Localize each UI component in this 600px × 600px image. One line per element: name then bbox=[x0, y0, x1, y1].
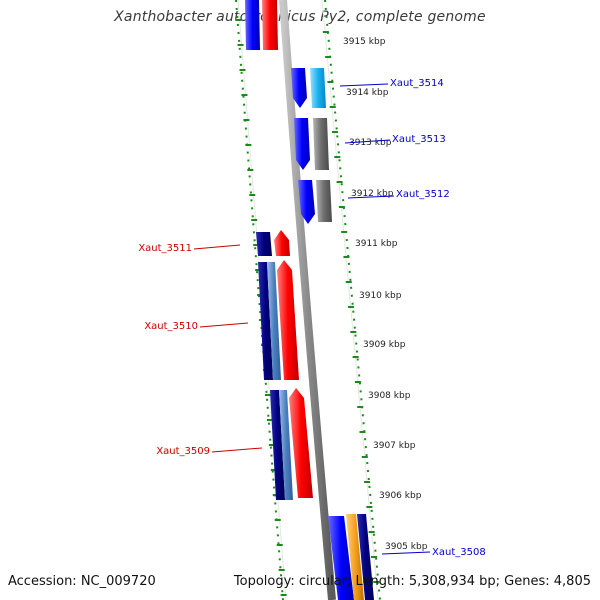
gene-arrow-xaut3513-blue bbox=[294, 118, 310, 170]
kbp-tick-label: 3910 kbp bbox=[359, 291, 402, 301]
kbp-tick-label: 3911 kbp bbox=[355, 239, 398, 249]
kbp-tick-label: 3912 kbp bbox=[351, 189, 394, 199]
outer-lane-right bbox=[321, 0, 379, 600]
gene-arrow-xaut3510-steel bbox=[267, 262, 281, 380]
gene-arrow-xaut3509-red bbox=[289, 388, 313, 498]
gene-leader-line bbox=[199, 322, 249, 328]
gene-arrow-xaut3512-gray bbox=[316, 180, 332, 222]
kbp-tick-label: 3905 kbp bbox=[385, 542, 428, 552]
gene-cluster-top bbox=[245, 0, 278, 50]
gene-leader-line bbox=[381, 551, 431, 555]
kbp-tick-label: 3913 kbp bbox=[349, 138, 392, 148]
gene-label[interactable]: Xaut_3508 bbox=[432, 547, 486, 558]
gene-leader-line bbox=[193, 244, 241, 250]
genome-backbone bbox=[279, 0, 336, 600]
gene-label[interactable]: Xaut_3512 bbox=[396, 189, 450, 200]
gene-arrow-xaut3514-blue bbox=[291, 68, 307, 108]
gene-arrow-xaut3508-blue bbox=[328, 516, 354, 600]
gene-arrow-xaut3508-navy bbox=[357, 514, 374, 600]
gene-arrow-xaut3509-steel bbox=[279, 390, 293, 500]
gene-label[interactable]: Xaut_3509 bbox=[156, 446, 210, 457]
kbp-tick-labels: 3915 kbp 3914 kbp 3913 kbp 3912 kbp 3911 kbp… bbox=[343, 37, 428, 552]
gene-label[interactable]: Xaut_3513 bbox=[392, 134, 446, 145]
gene-leader-line bbox=[211, 447, 263, 453]
kbp-tick-label: 3909 kbp bbox=[363, 340, 406, 350]
gene-labels: Xaut_3514 Xaut_3513 Xaut_3512 Xaut_3511 Xaut… bbox=[138, 78, 485, 558]
gene-arrow-xaut3513-gray bbox=[313, 118, 329, 170]
gene-leader-line bbox=[344, 139, 391, 144]
kbp-tick-label: 3908 kbp bbox=[368, 391, 411, 401]
gene-arrow-xaut3510-red bbox=[277, 260, 299, 380]
gene-arrow-xaut3509-navy bbox=[270, 390, 285, 500]
gene-leader-line bbox=[339, 83, 389, 87]
genome-title: Xanthobacter autotrophicus Py2, complete… bbox=[114, 9, 486, 25]
gene-arrow-xaut3514-cyan bbox=[310, 68, 326, 108]
kbp-tick-label: 3907 kbp bbox=[373, 441, 416, 451]
kbp-tick-label: 3914 kbp bbox=[346, 88, 389, 98]
gene-label[interactable]: Xaut_3514 bbox=[390, 78, 444, 89]
accession-text: Accession: NC_009720 bbox=[8, 574, 156, 589]
gene-arrow-xaut3511-red bbox=[274, 230, 290, 256]
gene-leader-line bbox=[347, 195, 395, 199]
gene-label[interactable]: Xaut_3510 bbox=[144, 321, 198, 332]
gene-arrow-xaut3510-navy bbox=[258, 262, 273, 380]
gene-arrow-xaut3511-navy bbox=[256, 232, 272, 256]
gene-arrow-xaut3512-blue bbox=[298, 180, 315, 224]
kbp-tick-label: 3906 kbp bbox=[379, 491, 422, 501]
genome-summary-text: Topology: circular; Length: 5,308,934 bp… bbox=[233, 574, 591, 589]
kbp-tick-label: 3915 kbp bbox=[343, 37, 386, 47]
gene-arrow-blue bbox=[245, 0, 260, 50]
gene-label[interactable]: Xaut_3511 bbox=[138, 243, 192, 254]
gene-arrow-xaut3508-orange bbox=[346, 514, 364, 600]
gene-arrow-red bbox=[262, 0, 278, 50]
